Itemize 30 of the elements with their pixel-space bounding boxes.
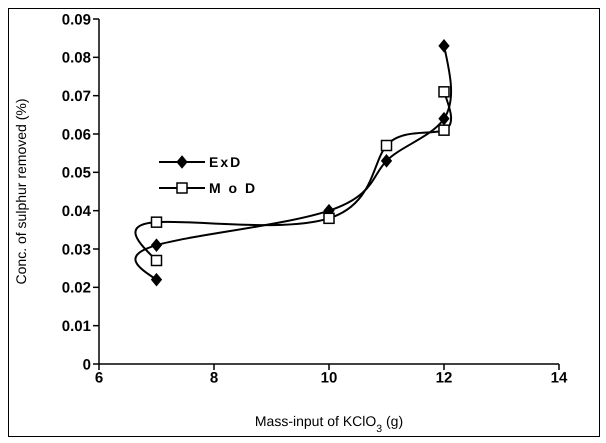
y-tick-label: 0.04	[62, 202, 92, 220]
point	[323, 212, 335, 224]
y-tick-label: 0.03	[62, 241, 91, 258]
x-tick-label: 14	[550, 370, 568, 387]
x-tick-label: 8	[210, 370, 218, 387]
y-axis-title: Conc. of sulphur removed (%)	[12, 98, 29, 284]
x-tick-label: 10	[320, 370, 338, 387]
x-tick-label: 6	[94, 370, 104, 387]
point	[150, 254, 162, 266]
y-tick-label: 0	[82, 356, 91, 374]
point	[151, 238, 162, 252]
point	[380, 140, 392, 152]
y-tick-label: 0.01	[62, 318, 91, 335]
point	[151, 273, 162, 286]
y-tick-label: 0.08	[62, 50, 91, 67]
y-tick-label: 0.09	[62, 11, 91, 28]
y-tick-label: 0.07	[62, 88, 91, 105]
legend-label: ExD	[209, 154, 242, 170]
point	[150, 216, 162, 228]
point	[438, 86, 450, 98]
point	[438, 112, 450, 126]
point	[438, 39, 450, 52]
x-axis-title: Mass-input of KClO$_{3}$ (g)	[254, 413, 404, 435]
y-tick-label: 0.02	[62, 280, 91, 297]
legend-label: M o D	[209, 180, 258, 196]
point	[381, 154, 392, 168]
point	[438, 124, 450, 136]
y-tick-label: 0.06	[62, 126, 91, 144]
y-tick-label: 0.05	[62, 164, 91, 182]
x-tick-label: 12	[436, 370, 452, 387]
